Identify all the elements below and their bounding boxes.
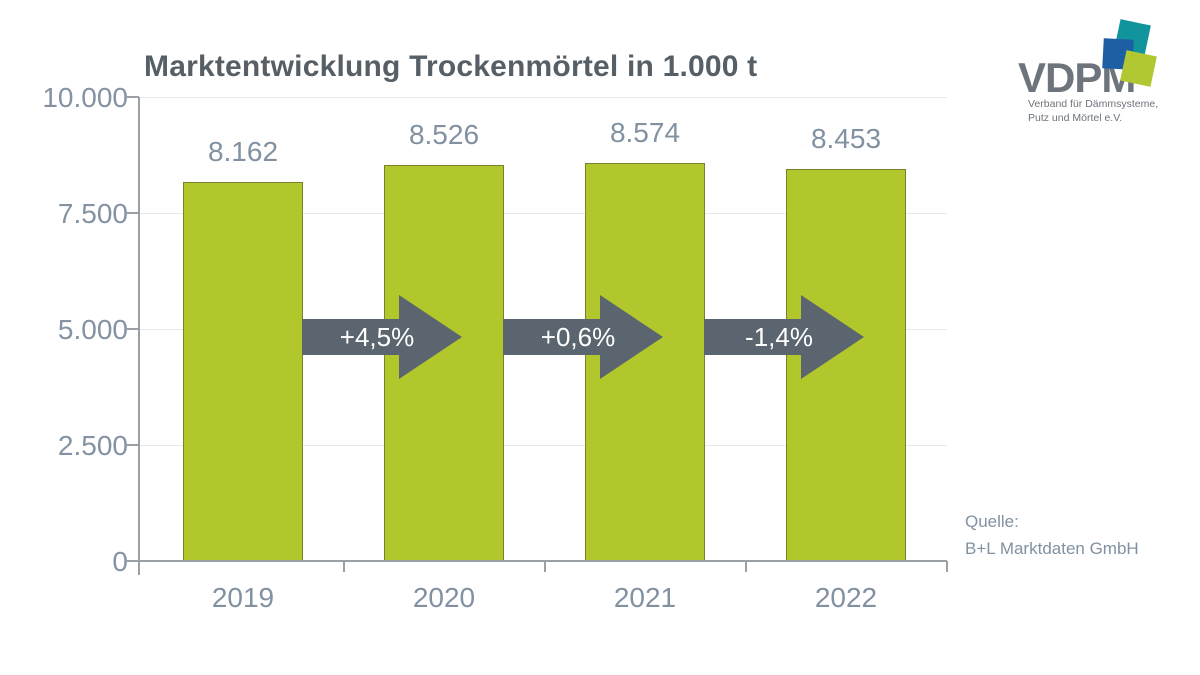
x-tick-3	[946, 561, 948, 572]
vdpm-logo-tagline: Verband für Dämmsysteme, Putz und Mörtel…	[1028, 97, 1158, 125]
x-axis-label-2021: 2021	[613, 582, 677, 613]
x-tick-2	[744, 561, 747, 572]
change-arrow-2021-2022: -1,4%	[704, 295, 864, 379]
logo-green-square-icon	[1120, 50, 1157, 87]
source-label: Quelle:	[965, 512, 1019, 531]
x-axis-label-2019: 2019	[211, 582, 275, 613]
bar-value-label-2022: 8.453	[810, 122, 882, 154]
change-arrow-2020-2021: +0,6%	[503, 295, 663, 379]
gridline-10000	[139, 96, 947, 98]
bar-value-label-2019: 8.162	[207, 136, 279, 168]
y-axis-label-2500: 2.500	[57, 430, 128, 461]
chart-title: Marktentwicklung Trockenmörtel in 1.000 …	[144, 50, 758, 83]
bar-2019	[183, 182, 303, 561]
y-axis-label-0: 0	[112, 546, 128, 577]
y-tick-2500	[127, 444, 139, 446]
y-axis-label-5000: 5.000	[57, 314, 128, 345]
x-axis	[127, 560, 947, 562]
change-arrow-shape	[503, 295, 663, 379]
y-axis	[138, 97, 140, 575]
change-arrow-shape	[302, 295, 462, 379]
y-axis-label-10000: 10.000	[42, 82, 128, 113]
y-tick-10000	[127, 96, 139, 98]
x-tick-1	[543, 561, 546, 572]
y-axis-label-7500: 7.500	[57, 198, 128, 229]
change-arrow-label-2021-2022: -1,4%	[745, 322, 813, 352]
change-arrow-label-2019-2020: +4,5%	[339, 322, 415, 352]
change-arrow-shape	[704, 295, 864, 379]
vdpm-tagline-line2: Putz und Mörtel e.V.	[1028, 112, 1123, 124]
x-tick-0	[342, 561, 345, 572]
x-axis-label-2022: 2022	[814, 582, 878, 613]
change-arrow-label-2020-2021: +0,6%	[540, 322, 616, 352]
gridline-7500	[139, 212, 947, 214]
y-tick-5000	[127, 328, 139, 330]
gridline-2500	[139, 444, 947, 446]
source-value: B+L Marktdaten GmbH	[965, 539, 1139, 558]
vdpm-tagline-line1: Verband für Dämmsysteme,	[1028, 98, 1159, 110]
bar-value-label-2021: 8.574	[609, 117, 681, 149]
source-block: Quelle: B+L Marktdaten GmbH	[965, 508, 1139, 562]
y-tick-7500	[127, 212, 139, 214]
change-arrow-2019-2020: +4,5%	[302, 295, 462, 379]
x-axis-label-2020: 2020	[412, 582, 476, 613]
bar-value-label-2020: 8.526	[408, 119, 480, 151]
